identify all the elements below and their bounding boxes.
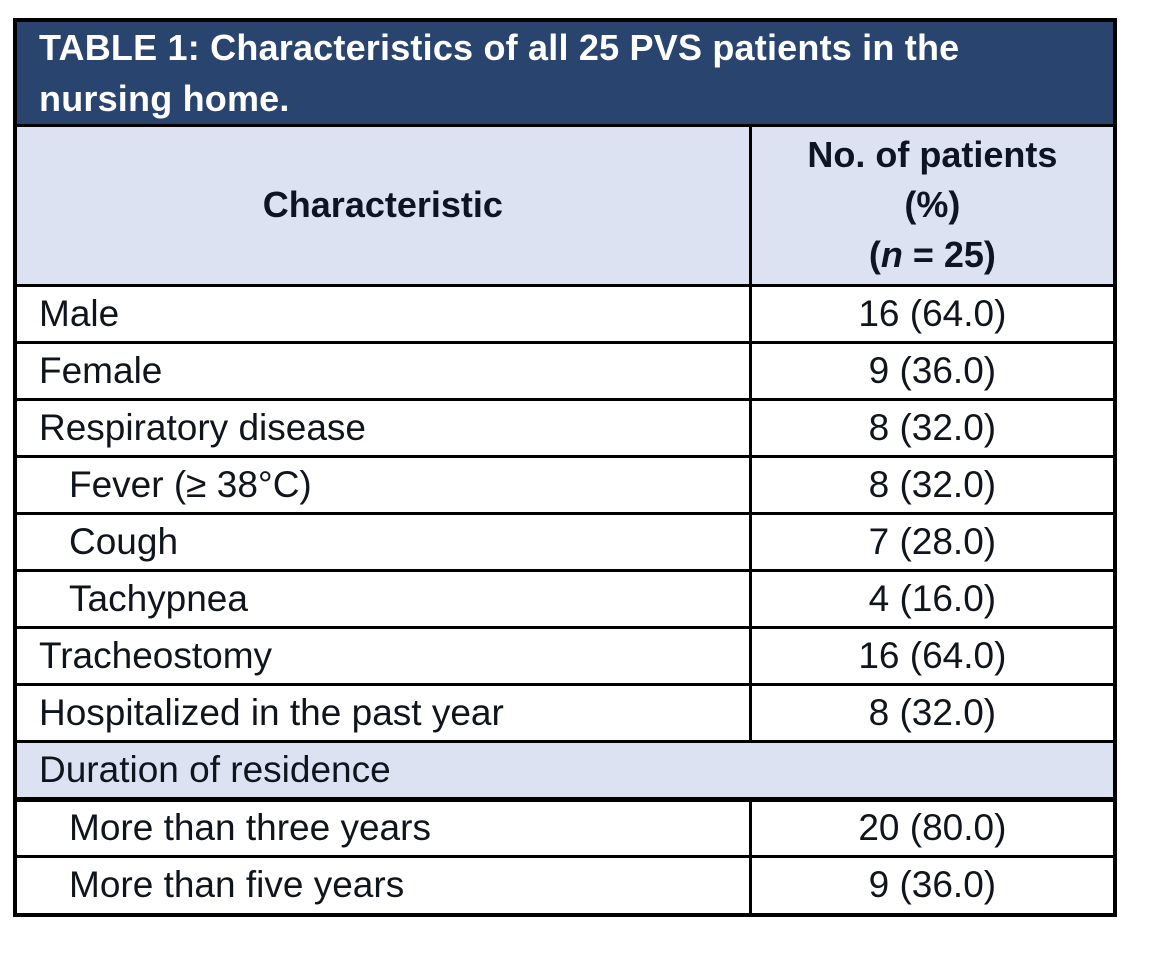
patients-column-header: No. of patients (%) (n = 25)	[748, 125, 1115, 287]
row-value: 8 (32.0)	[748, 682, 1115, 743]
row-label: Fever (≥ 38°C)	[15, 454, 752, 515]
patients-header-line2: (%)	[904, 184, 961, 226]
row-label: Cough	[15, 511, 752, 572]
row-value: 20 (80.0)	[748, 797, 1115, 858]
table-row-cough: Cough 7 (28.0)	[15, 511, 1115, 572]
row-value: 9 (36.0)	[748, 340, 1115, 401]
row-label: Tracheostomy	[15, 625, 752, 686]
row-value: 9 (36.0)	[748, 854, 1115, 915]
patients-header-line3: (n = 25)	[868, 234, 996, 276]
row-label: Hospitalized in the past year	[15, 682, 752, 743]
patients-header-line1: No. of patients	[807, 134, 1058, 176]
row-label: Tachypnea	[15, 568, 752, 629]
header-row: Characteristic No. of patients (%) (n = …	[15, 125, 1115, 287]
row-label: Respiratory disease	[15, 397, 752, 458]
table-row-female: Female 9 (36.0)	[15, 340, 1115, 401]
table-title-line2: nursing home.	[39, 78, 290, 119]
characteristic-column-header: Characteristic	[15, 125, 752, 287]
table-row-respiratory-disease: Respiratory disease 8 (32.0)	[15, 397, 1115, 458]
table-title-bar: TABLE 1: Characteristics of all 25 PVS p…	[17, 22, 1113, 127]
table-title-line1: TABLE 1: Characteristics of all 25 PVS p…	[39, 27, 960, 68]
characteristics-table: Characteristic No. of patients (%) (n = …	[15, 125, 1115, 915]
table-row-fever: Fever (≥ 38°C) 8 (32.0)	[15, 454, 1115, 515]
table-row-more-than-five-years: More than five years 9 (36.0)	[15, 854, 1115, 915]
row-value: 16 (64.0)	[748, 283, 1115, 344]
section-label: Duration of residence	[15, 739, 1115, 802]
table1-wrapper: TABLE 1: Characteristics of all 25 PVS p…	[13, 18, 1117, 917]
row-label: More than three years	[15, 797, 752, 858]
row-value: 8 (32.0)	[748, 454, 1115, 515]
table-row-tracheostomy: Tracheostomy 16 (64.0)	[15, 625, 1115, 686]
section-row-duration-of-residence: Duration of residence	[15, 739, 1115, 802]
table-row-hospitalized: Hospitalized in the past year 8 (32.0)	[15, 682, 1115, 743]
table-row-more-than-three-years: More than three years 20 (80.0)	[15, 797, 1115, 858]
row-label: More than five years	[15, 854, 752, 915]
n-italic: n	[880, 234, 903, 276]
row-value: 7 (28.0)	[748, 511, 1115, 572]
row-value: 16 (64.0)	[748, 625, 1115, 686]
row-label: Male	[15, 283, 752, 344]
table-row-male: Male 16 (64.0)	[15, 283, 1115, 344]
row-value: 4 (16.0)	[748, 568, 1115, 629]
row-value: 8 (32.0)	[748, 397, 1115, 458]
table-row-tachypnea: Tachypnea 4 (16.0)	[15, 568, 1115, 629]
row-label: Female	[15, 340, 752, 401]
